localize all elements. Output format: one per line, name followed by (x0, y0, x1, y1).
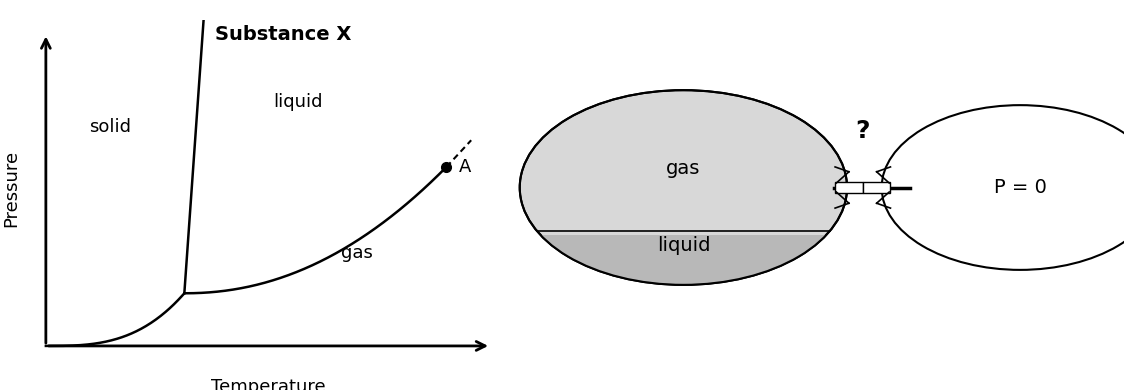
Text: P = 0: P = 0 (994, 178, 1046, 197)
Text: gas: gas (667, 159, 700, 178)
Bar (863, 182, 890, 193)
Circle shape (519, 90, 847, 285)
Text: solid: solid (89, 118, 132, 136)
Circle shape (519, 90, 847, 285)
Text: Temperature: Temperature (211, 378, 326, 390)
Bar (835, 182, 863, 193)
Text: Substance X: Substance X (215, 25, 352, 44)
Text: liquid: liquid (273, 93, 323, 111)
Circle shape (881, 105, 1124, 270)
Text: ?: ? (855, 119, 870, 144)
Text: liquid: liquid (656, 236, 710, 255)
Text: A: A (459, 158, 471, 176)
Text: gas: gas (342, 244, 373, 262)
Text: Pressure: Pressure (2, 149, 20, 227)
